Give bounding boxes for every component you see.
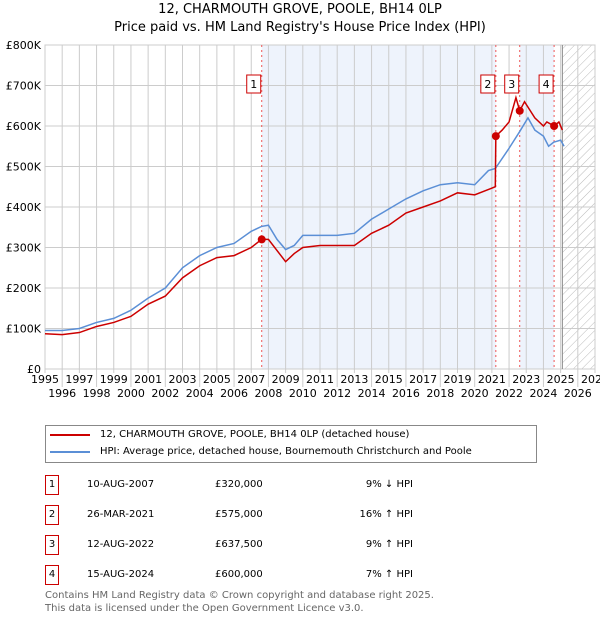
x-tick-label: 2002 bbox=[151, 387, 179, 400]
x-tick-label: 1998 bbox=[83, 387, 111, 400]
legend: 12, CHARMOUTH GROVE, POOLE, BH14 0LP (de… bbox=[45, 425, 537, 463]
footer-copyright: Contains HM Land Registry data © Crown c… bbox=[45, 590, 434, 601]
x-tick-label: 2019 bbox=[444, 373, 472, 386]
legend-label-hpi: HPI: Average price, detached house, Bour… bbox=[100, 446, 472, 457]
x-tick-label: 2017 bbox=[409, 373, 437, 386]
x-tick-label: 2025 bbox=[547, 373, 575, 386]
x-tick-label: 2016 bbox=[392, 387, 420, 400]
x-tick-label: 2015 bbox=[375, 373, 403, 386]
y-tick-label: £500K bbox=[6, 161, 42, 174]
sale-number: 4 bbox=[45, 565, 59, 585]
y-tick-label: £700K bbox=[6, 80, 42, 93]
sale-number: 3 bbox=[45, 535, 59, 555]
price-chart: 1995199619971998199920002001200220032004… bbox=[6, 39, 600, 400]
sale-label-box bbox=[538, 74, 554, 94]
x-tick-label: 2020 bbox=[461, 387, 489, 400]
table-row: 4 15-AUG-2024 £600,000 7% ↑ HPI bbox=[45, 565, 445, 585]
x-tick-label: 2007 bbox=[237, 373, 265, 386]
x-tick-label: 2018 bbox=[426, 387, 454, 400]
legend-swatch-hpi bbox=[50, 450, 90, 453]
y-tick-label: £300K bbox=[6, 242, 42, 255]
sale-number: 2 bbox=[45, 505, 59, 525]
sale-price: £637,500 bbox=[215, 539, 263, 550]
sale-label: 1 bbox=[250, 78, 257, 91]
x-tick-label: 1999 bbox=[100, 373, 128, 386]
sale-label: 2 bbox=[484, 78, 491, 91]
x-tick-label: 2005 bbox=[203, 373, 231, 386]
sale-label-box bbox=[504, 74, 520, 94]
x-tick-label: 2011 bbox=[306, 373, 334, 386]
sale-label: 4 bbox=[543, 78, 550, 91]
sale-date: 26-MAR-2021 bbox=[87, 509, 155, 520]
x-tick-label: 2000 bbox=[117, 387, 145, 400]
chart-title: 12, CHARMOUTH GROVE, POOLE, BH14 0LP bbox=[158, 2, 442, 17]
sale-label-box bbox=[246, 74, 262, 94]
footer-licence: This data is licensed under the Open Gov… bbox=[45, 603, 364, 614]
x-tick-label: 2027 bbox=[581, 373, 600, 386]
y-tick-label: £600K bbox=[6, 120, 42, 133]
x-tick-label: 2013 bbox=[340, 373, 368, 386]
sale-price: £575,000 bbox=[215, 509, 263, 520]
sale-point bbox=[550, 122, 559, 130]
legend-swatch-property bbox=[50, 433, 90, 436]
x-tick-label: 2006 bbox=[220, 387, 248, 400]
x-tick-label: 2026 bbox=[564, 387, 592, 400]
x-tick-label: 2004 bbox=[186, 387, 214, 400]
sale-date: 12-AUG-2022 bbox=[87, 539, 155, 550]
sale-price: £320,000 bbox=[215, 479, 263, 490]
x-tick-label: 1995 bbox=[31, 373, 59, 386]
sale-price: £600,000 bbox=[215, 569, 263, 580]
x-tick-label: 2024 bbox=[529, 387, 557, 400]
x-tick-label: 2021 bbox=[478, 373, 506, 386]
sale-label-box bbox=[480, 74, 496, 94]
sale-date: 15-AUG-2024 bbox=[87, 569, 155, 580]
table-row: 3 12-AUG-2022 £637,500 9% ↑ HPI bbox=[45, 535, 445, 555]
hpi-line bbox=[45, 116, 565, 332]
x-tick-label: 2023 bbox=[512, 373, 540, 386]
y-tick-label: £800K bbox=[6, 39, 42, 52]
sale-point bbox=[491, 132, 500, 141]
x-tick-label: 2022 bbox=[495, 387, 523, 400]
y-tick-label: £100K bbox=[6, 323, 42, 336]
sale-hpi: 16% ↑ HPI bbox=[359, 509, 413, 520]
x-tick-label: 2008 bbox=[254, 387, 282, 400]
x-tick-label: 2014 bbox=[358, 387, 386, 400]
y-tick-label: £200K bbox=[6, 282, 42, 295]
sale-hpi: 7% ↑ HPI bbox=[365, 569, 413, 580]
x-tick-label: 1996 bbox=[48, 387, 76, 400]
x-tick-label: 2001 bbox=[134, 373, 162, 386]
table-row: 2 26-MAR-2021 £575,000 16% ↑ HPI bbox=[45, 505, 445, 525]
sale-hpi: 9% ↑ HPI bbox=[365, 539, 413, 550]
x-tick-label: 2003 bbox=[169, 373, 197, 386]
sale-point bbox=[515, 106, 524, 115]
x-tick-label: 1997 bbox=[65, 373, 93, 386]
x-tick-label: 2012 bbox=[323, 387, 351, 400]
sale-hpi: 9% ↓ HPI bbox=[365, 479, 413, 490]
sale-label: 3 bbox=[508, 78, 515, 91]
sale-point bbox=[257, 235, 266, 244]
chart-subtitle: Price paid vs. HM Land Registry's House … bbox=[114, 20, 486, 35]
sale-number: 1 bbox=[45, 475, 59, 495]
legend-label-property: 12, CHARMOUTH GROVE, POOLE, BH14 0LP (de… bbox=[100, 429, 410, 440]
sale-date: 10-AUG-2007 bbox=[87, 479, 155, 490]
x-tick-label: 2009 bbox=[272, 373, 300, 386]
y-tick-label: £0 bbox=[27, 363, 41, 376]
x-tick-label: 2010 bbox=[289, 387, 317, 400]
table-row: 1 10-AUG-2007 £320,000 9% ↓ HPI bbox=[45, 475, 445, 495]
y-tick-label: £400K bbox=[6, 201, 42, 214]
plot-border bbox=[44, 44, 596, 370]
